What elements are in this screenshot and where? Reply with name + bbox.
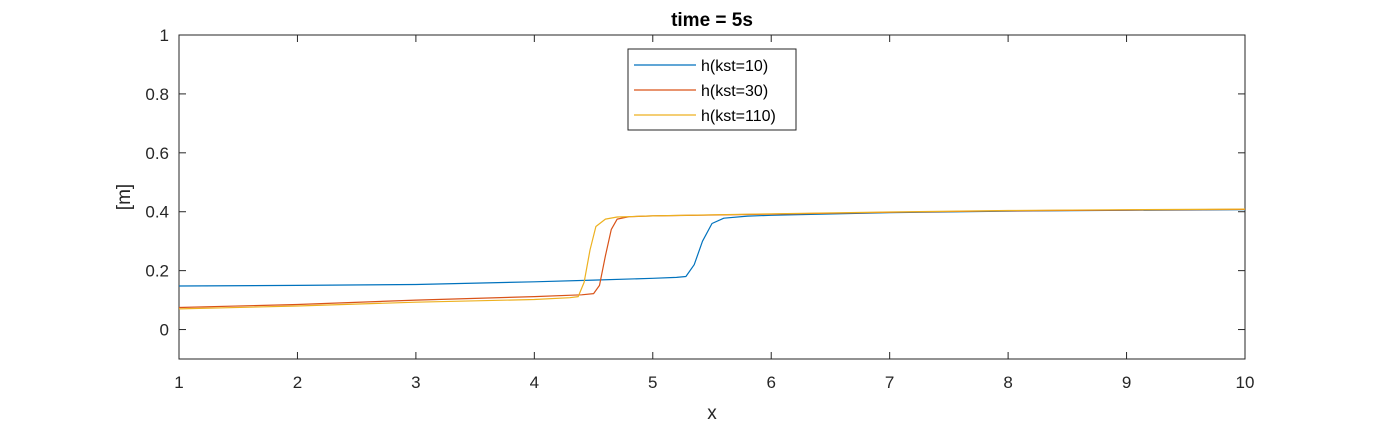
x-tick-label: 9	[1122, 373, 1131, 392]
x-tick-label: 8	[1003, 373, 1012, 392]
x-axis-label: x	[707, 403, 717, 424]
y-tick-label: 0.8	[145, 85, 169, 104]
legend: h(kst=10) h(kst=30) h(kst=110)	[627, 48, 797, 131]
series-lines	[178, 208, 1246, 310]
y-tick-label: 0	[160, 321, 169, 340]
x-tick-label: 5	[648, 373, 657, 392]
y-tick-label: 0.4	[145, 203, 169, 222]
x-tick-label: 6	[766, 373, 775, 392]
series-line-3	[178, 208, 1246, 310]
y-tick-label: 0.2	[145, 262, 169, 281]
x-tick-label: 1	[174, 373, 183, 392]
x-tick-label: 4	[530, 373, 539, 392]
x-tick-label: 7	[885, 373, 894, 392]
x-tick-label: 3	[411, 373, 420, 392]
y-tick-label: 1	[160, 26, 169, 45]
x-tick-label: 10	[1236, 373, 1255, 392]
legend-entry-1: h(kst=10)	[701, 58, 768, 75]
y-axis-label: [m]	[114, 184, 135, 210]
axis-ticks: 1 2 3 4 5 6 7 8 9 10 0 0.2 0.4 0.6 0.8 1	[145, 26, 1254, 392]
legend-entry-2: h(kst=30)	[701, 83, 768, 100]
chart-title: time = 5s	[671, 10, 753, 31]
y-tick-label: 0.6	[145, 144, 169, 163]
x-tick-label: 2	[293, 373, 302, 392]
legend-entry-3: h(kst=110)	[701, 108, 776, 125]
